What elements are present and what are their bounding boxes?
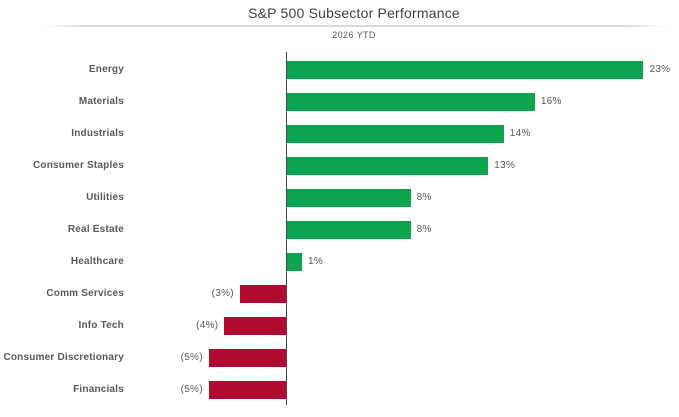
category-label-utilities: Utilities [86, 192, 124, 203]
bar-energy [286, 61, 644, 79]
category-label-industrials: Industrials [71, 128, 124, 139]
category-label-financials: Financials [73, 384, 124, 395]
value-label-real-estate: 8% [416, 224, 432, 235]
value-label-materials: 16% [540, 96, 562, 107]
baseline-axis [285, 52, 288, 405]
bar-consumer-discretionary [208, 349, 287, 367]
bar-utilities [286, 189, 411, 207]
value-label-comm-services: (3%) [211, 288, 234, 299]
value-label-energy: 23% [649, 64, 671, 75]
category-label-energy: Energy [88, 64, 124, 75]
category-label-materials: Materials [78, 96, 124, 107]
value-label-info-tech: (4%) [196, 320, 219, 331]
category-label-healthcare: Healthcare [70, 256, 124, 267]
bar-info-tech [224, 317, 287, 335]
value-label-financials: (5%) [180, 384, 203, 395]
bar-financials [208, 381, 287, 399]
chart-title: S&P 500 Subsector Performance [248, 5, 460, 21]
bar-healthcare [286, 253, 303, 271]
bar-real-estate [286, 221, 411, 239]
bar-comm-services [239, 285, 287, 303]
bar-consumer-staples [286, 157, 489, 175]
category-label-comm-services: Comm Services [46, 288, 124, 299]
value-label-consumer-discretionary: (5%) [180, 352, 203, 363]
chart-subtitle: 2026 YTD [332, 30, 376, 40]
bar-industrials [286, 125, 504, 143]
value-label-industrials: 14% [509, 128, 531, 139]
plot-area: Energy 23% Materials 16% Industrials 14% Consu… [0, 52, 679, 405]
category-label-real-estate: Real Estate [67, 224, 124, 235]
value-label-healthcare: 1% [308, 256, 324, 267]
category-label-consumer-staples: Consumer Staples [32, 160, 124, 171]
chart-header: S&P 500 Subsector Performance 2026 YTD [43, 0, 665, 41]
category-label-info-tech: Info Tech [78, 320, 124, 331]
title-divider [43, 25, 665, 27]
value-label-utilities: 8% [416, 192, 432, 203]
category-label-consumer-discretionary: Consumer Discretionary [3, 352, 124, 363]
value-label-consumer-staples: 13% [494, 160, 516, 171]
bar-materials [286, 93, 535, 111]
